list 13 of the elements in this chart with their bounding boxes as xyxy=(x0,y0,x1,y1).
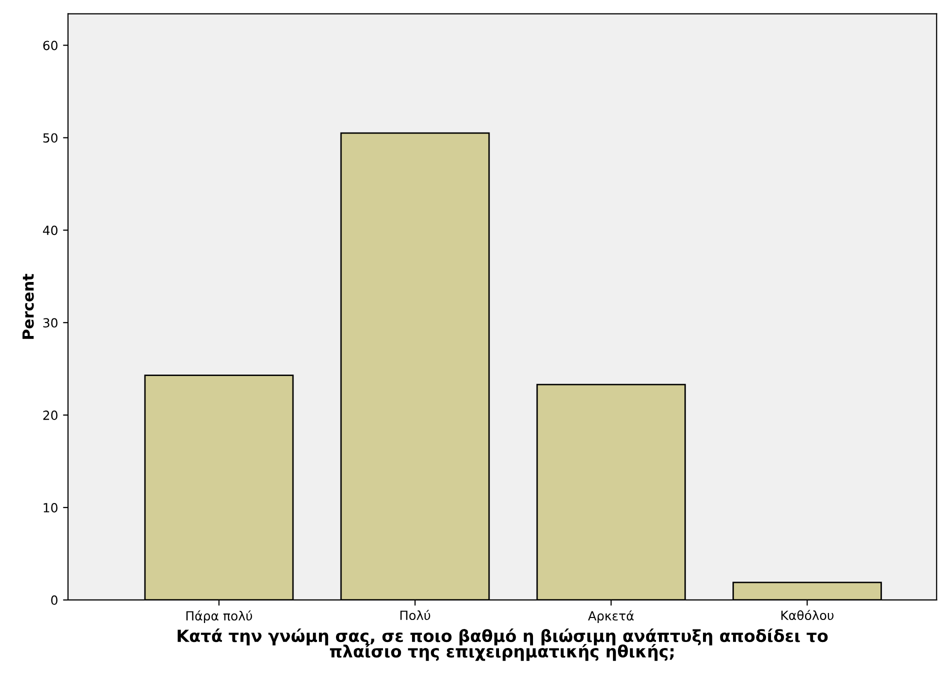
y-tick-label: 10 xyxy=(44,502,58,512)
x-tick-label: Αρκετά xyxy=(588,610,634,623)
y-tick-label: 60 xyxy=(43,40,58,50)
y-axis-title: Percent xyxy=(22,274,34,339)
y-tick-label: 0 xyxy=(51,595,58,605)
x-tick-label: Καθόλου xyxy=(781,610,834,620)
x-tick-label: Πολύ xyxy=(400,610,430,620)
y-tick-label: 30 xyxy=(43,318,58,328)
x-axis-title: Κατά την γνώμη σας, σε ποιο βαθμό η βιώσιμη ανάπτυξη αποδίδει το πλαίσιο της επιχειρηματικής ηθικής; xyxy=(178,628,828,661)
y-tick-label: 50 xyxy=(43,133,58,143)
x-tick-label: Πάρα πολύ xyxy=(186,610,252,623)
y-tick-label: 20 xyxy=(43,410,58,420)
y-tick-label: 40 xyxy=(42,226,58,236)
